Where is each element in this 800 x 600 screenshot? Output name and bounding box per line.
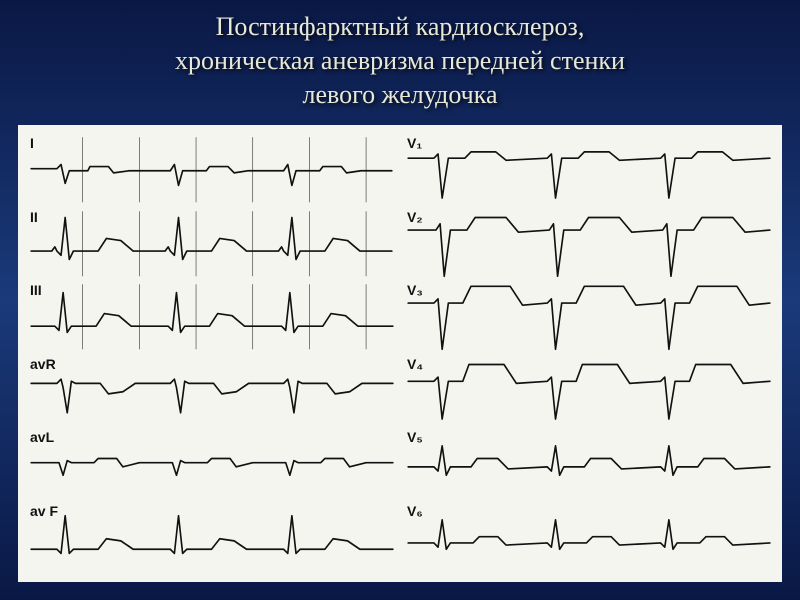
- waveform-V1: [403, 133, 774, 206]
- ecg-panel: IIIIIIavRavLav F V₁V₂V₃V₄V₅V₆: [18, 125, 782, 582]
- lead-label-aVL: avL: [30, 429, 54, 445]
- waveform-III: [26, 280, 397, 353]
- lead-aVR: avR: [26, 354, 397, 427]
- waveform-I: [26, 133, 397, 206]
- waveform-aVL: [26, 427, 397, 500]
- title-line-2: хроническая аневризма передней стенки: [30, 44, 770, 78]
- lead-V5: V₅: [403, 427, 774, 500]
- lead-label-V1: V₁: [407, 135, 422, 151]
- lead-label-aVF: av F: [30, 503, 58, 519]
- lead-label-II: II: [30, 209, 38, 225]
- title-line-1: Постинфарктный кардиосклероз,: [30, 10, 770, 44]
- lead-aVF: av F: [26, 501, 397, 574]
- lead-III: III: [26, 280, 397, 353]
- lead-label-V4: V₄: [407, 356, 423, 372]
- lead-II: II: [26, 207, 397, 280]
- waveform-aVF: [26, 501, 397, 574]
- waveform-V4: [403, 354, 774, 427]
- slide-title: Постинфарктный кардиосклероз, хроническа…: [0, 0, 800, 125]
- waveform-V2: [403, 207, 774, 280]
- lead-V1: V₁: [403, 133, 774, 206]
- lead-label-V2: V₂: [407, 209, 423, 225]
- lead-aVL: avL: [26, 427, 397, 500]
- lead-I: I: [26, 133, 397, 206]
- lead-label-V5: V₅: [407, 429, 423, 445]
- waveform-aVR: [26, 354, 397, 427]
- title-line-3: левого желудочка: [30, 78, 770, 112]
- waveform-V5: [403, 427, 774, 500]
- lead-V2: V₂: [403, 207, 774, 280]
- lead-label-III: III: [30, 282, 42, 298]
- lead-label-aVR: avR: [30, 356, 56, 372]
- waveform-II: [26, 207, 397, 280]
- lead-V4: V₄: [403, 354, 774, 427]
- waveform-V6: [403, 501, 774, 574]
- chest-leads-column: V₁ V₂ V₃ V₄ V₅ V₆: [403, 133, 774, 574]
- lead-label-V6: V₆: [407, 503, 423, 519]
- waveform-V3: [403, 280, 774, 353]
- lead-V6: V₆: [403, 501, 774, 574]
- lead-V3: V₃: [403, 280, 774, 353]
- lead-label-I: I: [30, 135, 34, 151]
- limb-leads-column: IIIIIIavRavLav F: [26, 133, 397, 574]
- lead-label-V3: V₃: [407, 282, 423, 298]
